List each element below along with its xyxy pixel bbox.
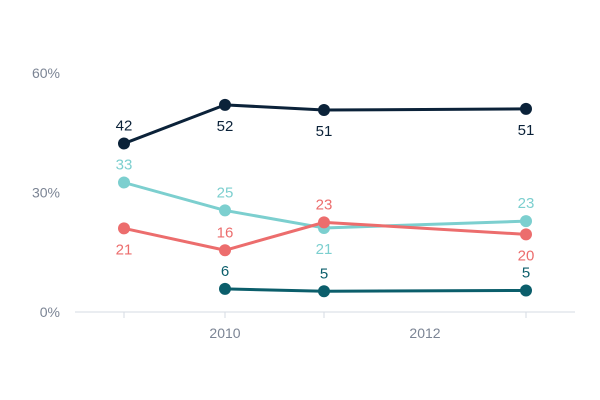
chart-points <box>118 98 532 298</box>
data-label: 33 <box>116 157 133 174</box>
x-tick-label: 2010 <box>209 325 240 341</box>
data-point <box>219 282 231 295</box>
y-tick-label: 0% <box>40 304 60 320</box>
data-point <box>118 222 130 235</box>
series-line-3 <box>122 220 528 252</box>
data-point <box>520 228 532 241</box>
data-label: 5 <box>320 265 328 282</box>
chart-axes: 2010 2012 0% 30% 60% <box>32 65 575 341</box>
data-point <box>318 216 330 229</box>
series-line-2 <box>122 181 528 230</box>
y-tick-label: 30% <box>32 185 60 201</box>
data-label: 51 <box>518 122 535 139</box>
data-point <box>219 244 231 257</box>
chart-data-labels: 42 52 51 51 33 25 21 23 21 16 23 20 6 5 5 <box>116 118 535 283</box>
data-point <box>118 137 130 150</box>
data-label: 21 <box>316 241 333 258</box>
data-label: 52 <box>217 118 234 135</box>
data-point <box>219 204 231 217</box>
data-label: 42 <box>116 118 133 135</box>
data-point <box>318 104 330 117</box>
data-label: 51 <box>316 123 333 140</box>
data-point <box>118 176 130 189</box>
data-label: 20 <box>518 247 535 264</box>
series-line-1 <box>122 103 528 146</box>
data-label: 23 <box>518 195 535 212</box>
x-tick-label: 2012 <box>409 325 440 341</box>
data-point <box>219 98 231 111</box>
data-label: 16 <box>217 224 234 241</box>
y-tick-label: 60% <box>32 65 60 81</box>
data-label: 25 <box>217 184 234 201</box>
data-point <box>520 215 532 228</box>
data-point <box>520 284 532 297</box>
data-point <box>520 102 532 115</box>
data-label: 21 <box>116 241 133 258</box>
data-label: 23 <box>316 196 333 213</box>
series-line-4 <box>223 287 528 293</box>
data-label: 5 <box>522 264 530 281</box>
data-label: 6 <box>221 263 229 280</box>
data-point <box>318 285 330 298</box>
